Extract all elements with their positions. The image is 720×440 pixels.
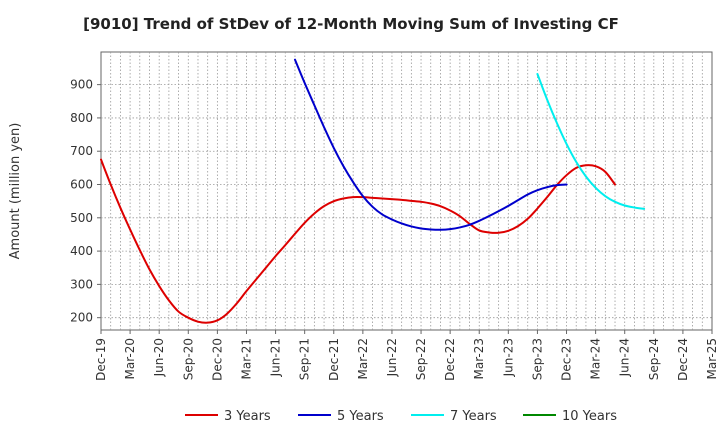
legend: 3 Years 5 Years 7 Years 10 Years <box>185 409 617 424</box>
legend-label-3-years: 3 Years <box>224 409 271 424</box>
x-tick-label: Jun-24 <box>618 338 632 377</box>
y-tick-label: 600 <box>70 178 93 192</box>
x-tick-label: Jun-20 <box>152 338 166 377</box>
series-line-5-years <box>293 58 568 231</box>
x-tick-label: Sep-23 <box>530 338 544 380</box>
x-tick-label: Sep-24 <box>647 338 661 380</box>
y-tick-label: 800 <box>70 111 93 125</box>
series-lines <box>100 58 646 324</box>
legend-label-7-years: 7 Years <box>450 409 497 424</box>
y-tick-label: 200 <box>70 311 93 325</box>
x-tick-label: Dec-22 <box>443 338 457 381</box>
x-tick-label: Mar-20 <box>123 338 137 379</box>
y-tick-label: 300 <box>70 277 93 291</box>
x-tick-label: Sep-21 <box>298 338 312 380</box>
chart-title: [9010] Trend of StDev of 12-Month Moving… <box>83 15 619 33</box>
y-tick-label: 900 <box>70 78 93 92</box>
x-tick-label: Mar-24 <box>589 338 603 379</box>
y-axis-label: Amount (million yen) <box>8 123 23 260</box>
y-axis-ticks: 200 300 400 500 600 700 800 900 <box>70 78 101 325</box>
y-tick-label: 500 <box>70 211 93 225</box>
x-tick-label: Mar-23 <box>472 338 486 379</box>
x-axis-ticks: Dec-19 Mar-20 Jun-20 Sep-20 Dec-20 Mar-21 Jun-… <box>94 330 719 381</box>
x-tick-label: Sep-22 <box>414 338 428 380</box>
x-tick-label: Dec-21 <box>327 338 341 381</box>
series-line-3-years <box>100 158 617 324</box>
grid-lines <box>101 52 712 330</box>
x-tick-label: Jun-22 <box>385 338 399 377</box>
x-tick-label: Dec-24 <box>676 338 690 381</box>
x-tick-label: Sep-20 <box>181 338 195 380</box>
y-tick-label: 400 <box>70 244 93 258</box>
x-tick-label: Mar-25 <box>705 338 719 379</box>
legend-label-5-years: 5 Years <box>337 409 384 424</box>
x-tick-label: Dec-23 <box>560 338 574 381</box>
x-tick-label: Mar-21 <box>239 338 253 379</box>
y-tick-label: 700 <box>70 144 93 158</box>
x-tick-label: Jun-23 <box>501 338 515 377</box>
x-tick-label: Dec-20 <box>210 338 224 381</box>
series-line-7-years <box>536 72 646 210</box>
legend-label-10-years: 10 Years <box>562 409 617 424</box>
plot-area <box>100 51 713 331</box>
x-tick-label: Mar-22 <box>356 338 370 379</box>
x-tick-label: Jun-21 <box>269 338 283 377</box>
x-tick-label: Dec-19 <box>94 338 108 381</box>
